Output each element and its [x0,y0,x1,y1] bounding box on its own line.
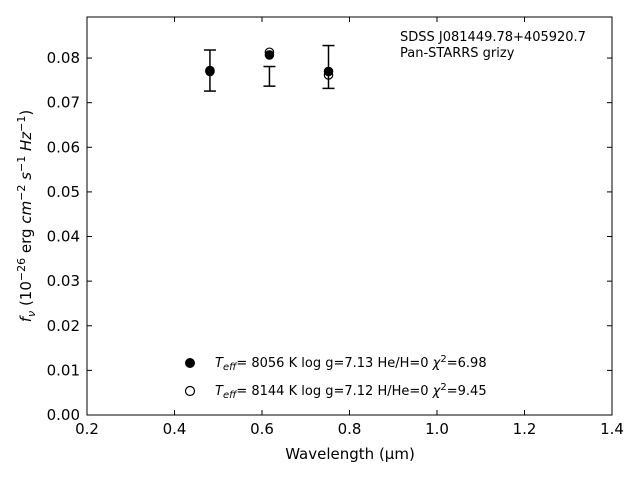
observed-errorbar [263,65,276,87]
x-tick-label: 1.2 [513,420,537,438]
x-tick-label: 0.8 [338,420,362,438]
x-axis-ticks: 0.2 0.4 0.6 0.8 1.0 1.2 1.4 [75,17,624,438]
y-tick-label: 0.08 [47,49,80,67]
y-tick-label: 0.05 [47,183,80,201]
model-point-filled [323,66,334,77]
y-tick-label: 0.01 [47,361,80,379]
x-tick-label: 0.4 [163,420,187,438]
x-tick-label: 0.2 [75,420,99,438]
y-tick-label: 0.02 [47,317,80,335]
legend-marker-filled [185,358,195,368]
y-tick-label: 0.00 [47,406,80,424]
x-axis-label: Wavelength (μm) [285,445,415,463]
y-tick-label: 0.04 [47,228,80,246]
y-tick-label: 0.03 [47,272,80,290]
legend-entry-2: Teff= 8144 K log g=7.12 H/He=0 χ2=9.45 [215,382,487,401]
x-tick-label: 1.4 [600,420,624,438]
y-axis-ticks: 0.00 0.01 0.02 0.03 0.04 0.05 0.06 0.07 0.08 [47,49,612,424]
legend: Teff= 8056 K log g=7.13 He/H=0 χ2=6.98 T… [184,354,487,401]
object-name-annotation: SDSS J081449.78+405920.7 [400,30,586,45]
legend-marker-open [184,385,196,397]
survey-annotation: Pan-STARRS grizy [400,46,515,61]
model-points [205,47,334,80]
model-point-open [264,47,275,58]
x-tick-label: 1.0 [425,420,449,438]
legend-entry-1: Teff= 8056 K log g=7.13 He/H=0 χ2=6.98 [215,354,487,373]
y-tick-label: 0.07 [47,94,80,112]
y-tick-label: 0.06 [47,138,80,156]
y-axis-label: fν (10−26 erg cm−2 s−1 Hz−1) [15,110,38,323]
model-point-filled [264,50,275,60]
model-point-open [205,66,215,77]
model-point-open [323,70,334,80]
x-tick-label: 0.6 [250,420,274,438]
